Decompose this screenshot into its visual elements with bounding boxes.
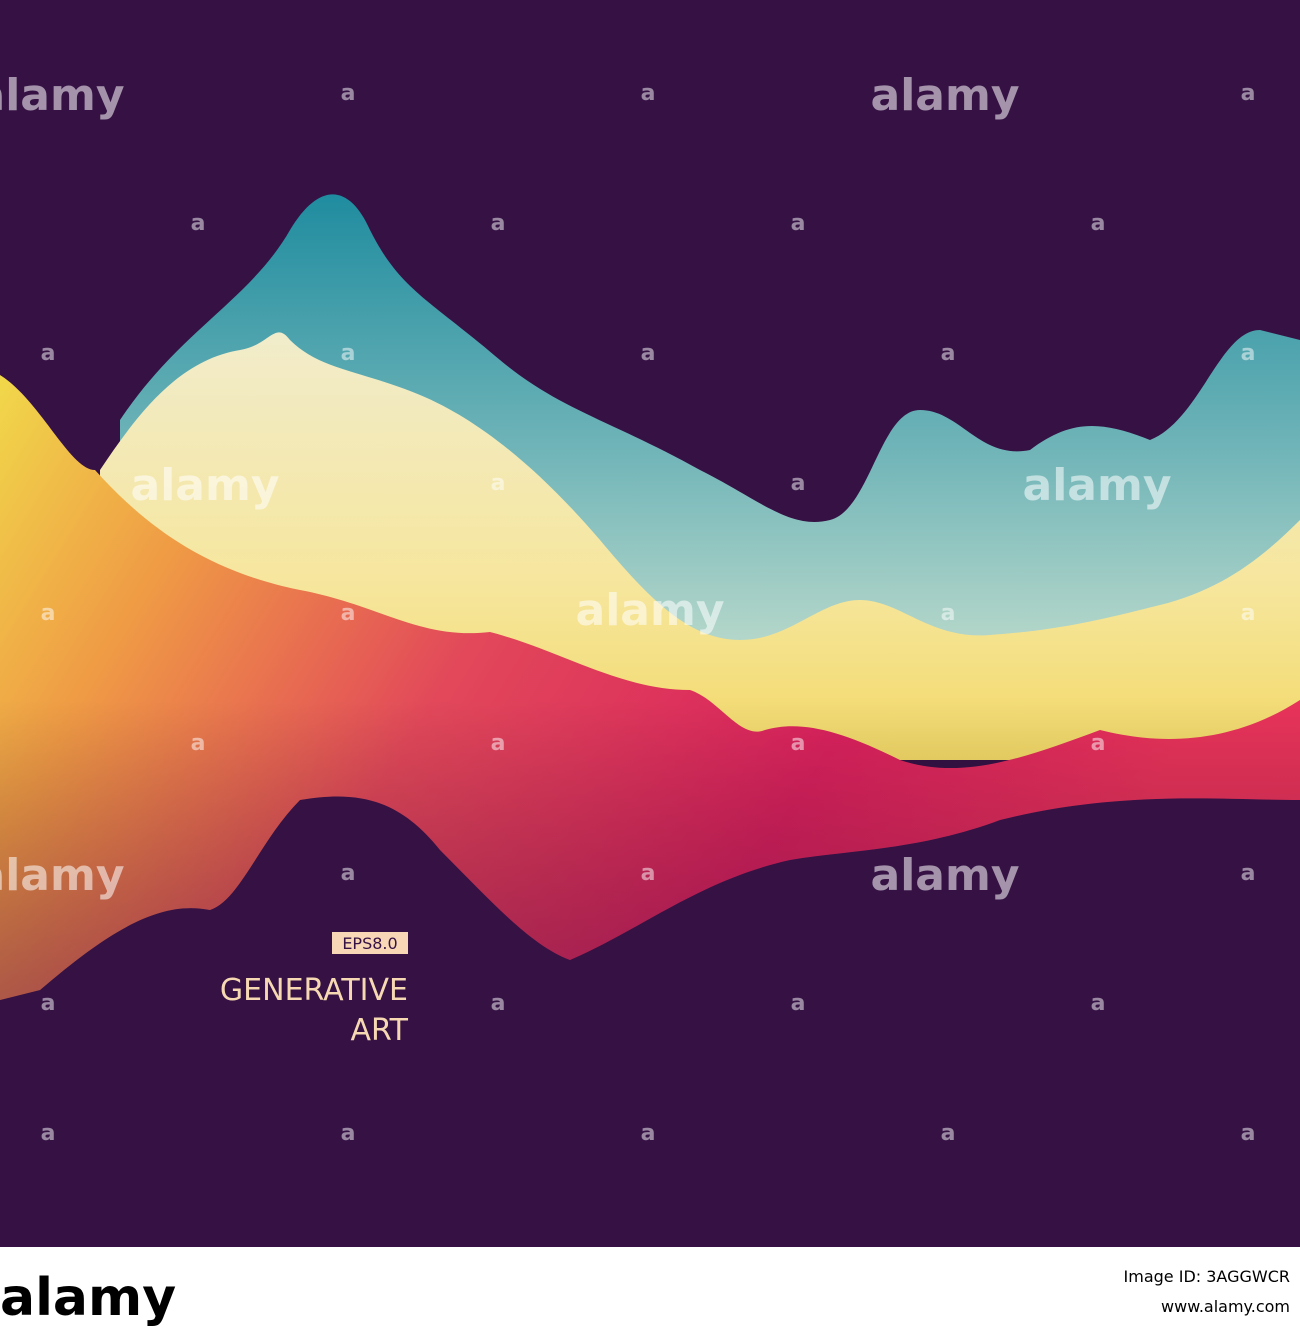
watermark-mark: a — [341, 1121, 356, 1146]
front-wave — [0, 375, 1300, 1000]
watermark-mark: a — [341, 601, 356, 626]
watermark-mark: a — [1241, 601, 1256, 626]
watermark-mark: a — [791, 991, 806, 1016]
watermark-mark: a — [41, 341, 56, 366]
footer-url: www.alamy.com — [1161, 1297, 1290, 1316]
watermark-mark: a — [341, 861, 356, 886]
watermark: alamy — [131, 460, 280, 511]
watermark-mark: a — [791, 731, 806, 756]
watermark-mark: a — [491, 471, 506, 496]
watermark-mark: a — [41, 601, 56, 626]
watermark: alamy — [0, 70, 125, 121]
watermark-mark: a — [641, 861, 656, 886]
watermark-mark: a — [341, 341, 356, 366]
watermark-mark: a — [491, 991, 506, 1016]
watermark: alamy — [0, 850, 125, 901]
watermark: alamy — [576, 585, 725, 636]
watermark-mark: a — [491, 211, 506, 236]
watermark: alamy — [1023, 460, 1172, 511]
badge-box — [332, 932, 408, 954]
watermark-mark: a — [1241, 1121, 1256, 1146]
watermark-mark: a — [791, 211, 806, 236]
watermark-mark: a — [341, 81, 356, 106]
watermark-mark: a — [641, 1121, 656, 1146]
title-line: ART — [350, 1013, 408, 1048]
watermark: alamy — [871, 850, 1020, 901]
watermark-mark: a — [491, 731, 506, 756]
watermark-mark: a — [191, 211, 206, 236]
watermark-mark: a — [41, 1121, 56, 1146]
badge: EPS8.0 — [342, 934, 397, 953]
watermark-mark: a — [41, 991, 56, 1016]
title-line: GENERATIVE — [220, 973, 408, 1008]
watermark-mark: a — [791, 471, 806, 496]
watermark-mark: a — [1091, 211, 1106, 236]
watermark-mark: a — [191, 731, 206, 756]
watermark-mark: a — [1241, 81, 1256, 106]
footer-logo: alamy — [0, 1268, 176, 1328]
watermark-mark: a — [941, 341, 956, 366]
watermark-mark: a — [1241, 861, 1256, 886]
front-shadow — [0, 700, 1300, 1000]
image-id: Image ID: 3AGGWCR — [1124, 1267, 1290, 1286]
watermark-mark: a — [641, 81, 656, 106]
watermark-mark: a — [941, 601, 956, 626]
watermark-mark: a — [1091, 991, 1106, 1016]
watermark: alamy — [871, 70, 1020, 121]
watermark-mark: a — [641, 341, 656, 366]
watermarks: alamy alamy alamy alamy alamy alamy alamy a a a a a… — [0, 70, 1255, 1146]
watermark-mark: a — [1241, 341, 1256, 366]
watermark-mark: a — [1091, 731, 1106, 756]
watermark-mark: a — [941, 1121, 956, 1146]
